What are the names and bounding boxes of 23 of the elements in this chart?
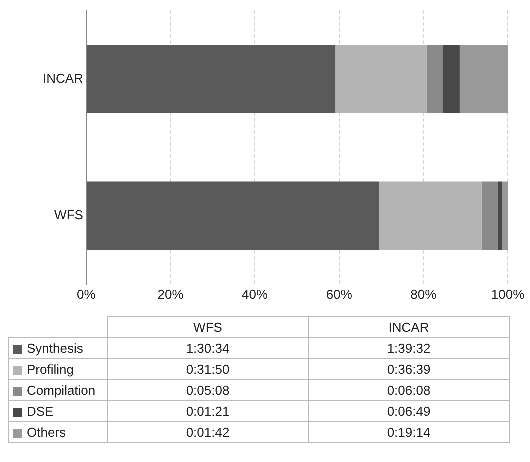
x-tick-label: 100% — [491, 286, 526, 302]
text: 0:06:49 — [308, 400, 510, 422]
text: 1:39:32 — [308, 338, 510, 358]
text: 0:06:08 — [308, 380, 510, 400]
legend-label: Profiling — [8, 358, 108, 380]
text: 0:01:42 — [108, 422, 308, 442]
text: 0:05:08 — [108, 380, 308, 400]
x-tick-label: 20% — [158, 286, 184, 302]
x-tick-label: 80% — [410, 286, 438, 302]
x-tick-label: 0% — [77, 286, 96, 302]
text: 0:31:50 — [108, 358, 308, 380]
legend-label: Compilation — [8, 380, 108, 400]
category-label: INCAR — [388, 320, 430, 334]
text: 0:36:39 — [308, 358, 510, 380]
legend-label: Synthesis — [8, 338, 108, 358]
legend-label: DSE — [8, 400, 108, 422]
legend-label: Others — [8, 422, 108, 442]
category-label: WFS — [194, 320, 222, 334]
x-tick-label: 40% — [242, 286, 269, 302]
text: 0:19:14 — [308, 422, 510, 442]
text: 1:30:34 — [108, 338, 308, 358]
text: 0:01:21 — [108, 400, 308, 422]
x-tick-label: 60% — [326, 286, 353, 302]
